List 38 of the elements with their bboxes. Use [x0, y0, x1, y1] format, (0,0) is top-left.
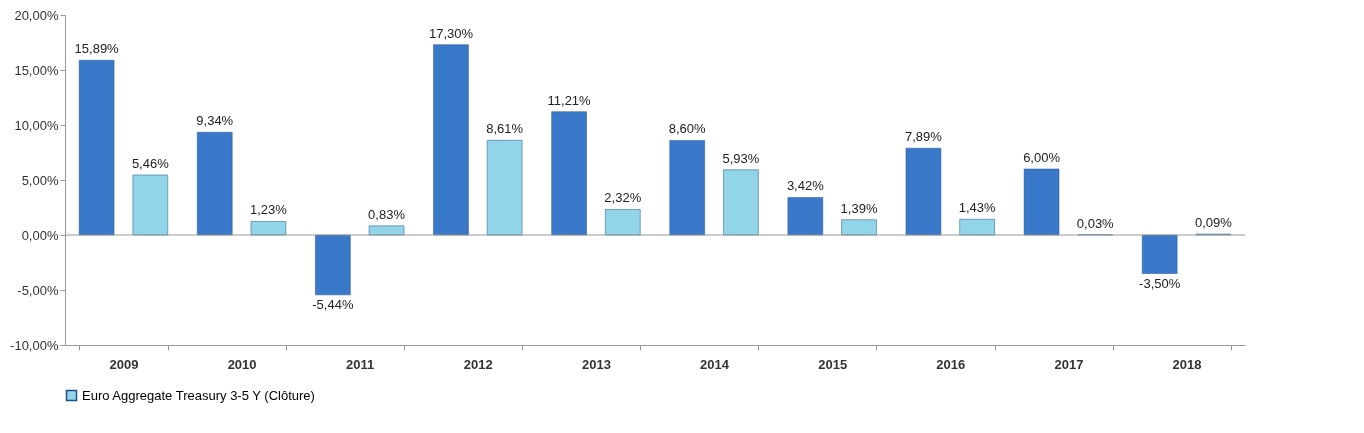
data-label: 1,43% — [958, 200, 996, 216]
data-label: 7,89% — [905, 129, 943, 145]
x-tick-label: 2012 — [463, 356, 493, 372]
y-tick-label: -10,00% — [10, 337, 59, 353]
data-label: 1,39% — [840, 200, 878, 216]
y-tick-label: 10,00% — [14, 117, 59, 133]
x-tick-label: 2013 — [581, 356, 611, 372]
y-tick-label: 5,00% — [21, 172, 59, 188]
x-tick-label: 2018 — [1172, 356, 1202, 372]
data-label: 11,21% — [547, 92, 592, 108]
x-tick-label: 2015 — [818, 356, 848, 372]
y-tick-label: 0,00% — [21, 227, 59, 243]
x-tick-label: 2014 — [700, 356, 730, 372]
data-label: 8,60% — [668, 121, 707, 137]
x-tick-label: 2010 — [227, 356, 257, 372]
data-label: 3,42% — [786, 178, 825, 194]
y-tick-label: 15,00% — [14, 62, 59, 78]
data-label: 9,34% — [196, 113, 234, 129]
data-label: 0,83% — [368, 206, 406, 222]
x-tick-label: 2009 — [109, 356, 139, 372]
data-label: 1,23% — [249, 202, 288, 218]
legend-label: Euro Aggregate Treasury 3-5 Y (Clôture) — [82, 387, 315, 403]
data-label: 8,61% — [486, 121, 524, 137]
x-tick-label: 2016 — [936, 356, 966, 372]
data-label: 5,46% — [131, 155, 170, 171]
data-label: 0,03% — [1076, 215, 1115, 231]
x-tick-label: 2017 — [1054, 356, 1084, 372]
data-label: 2,32% — [604, 190, 642, 206]
x-tick-label: 2011 — [346, 356, 375, 372]
data-label: -5,44% — [312, 296, 354, 312]
data-label: 17,30% — [428, 25, 474, 41]
y-tick-label: 20,00% — [14, 7, 59, 23]
data-label: 6,00% — [1023, 150, 1061, 165]
data-label: 5,93% — [722, 150, 760, 166]
data-label: -3,50% — [1139, 275, 1181, 291]
y-tick-label: -5,00% — [17, 282, 59, 298]
data-label: 15,89% — [74, 41, 120, 57]
data-label: 0,09% — [1194, 215, 1233, 231]
